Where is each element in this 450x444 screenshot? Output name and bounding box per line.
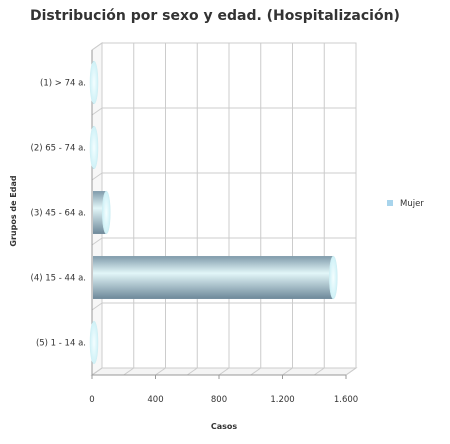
legend-swatch-mujer [387,200,393,206]
y-axis-title: Grupos de Edad [9,175,18,247]
x-tick-label: 1.600 [334,395,358,405]
y-tick-labels: (1) > 74 a. (2) 65 - 74 a. (3) 45 - 64 a. (… [31,79,86,349]
bar-cap [89,125,99,170]
y-tick-label: (1) > 74 a. [40,79,86,89]
y-tick-label: (2) 65 - 74 a. [31,144,86,154]
x-tick-label: 400 [147,395,163,405]
y-tick-label: (3) 45 - 64 a. [31,209,86,219]
x-tick-label: 1.200 [270,395,294,405]
bar[interactable] [93,190,111,235]
grid-line-floor [345,367,357,376]
grid-line-left [91,237,103,246]
chart-title: Distribución por sexo y edad. (Hospitali… [30,8,400,24]
grid-line-floor [282,367,293,376]
legend[interactable]: Mujer [387,199,424,209]
grid-line-floor [218,367,230,376]
legend-label-mujer: Mujer [400,199,424,209]
x-axis-title: Casos [211,422,238,431]
bar[interactable] [89,320,99,365]
bar[interactable] [93,255,338,300]
x-tick-label: 0 [89,395,94,405]
x-tick-label: 800 [211,395,227,405]
y-tick-label: (5) 1 - 14 a. [36,339,86,349]
grid-line-left [91,107,103,116]
grid-line-left [91,367,103,376]
grid-layer [90,42,358,376]
bar[interactable] [89,125,99,170]
grid-line-floor [250,367,262,376]
bar-cap [329,255,338,300]
grid-line-floor [123,367,135,376]
grid-line-left [91,302,103,311]
x-tick-labels: 0 400 800 1.200 1.600 [89,375,358,405]
bar-cap [102,190,111,235]
bar-body [93,256,334,299]
grid-line-floor [313,367,325,376]
grid-line-floor [155,367,166,376]
grid-line-left [91,172,103,181]
bar-layer [89,60,338,365]
bar-cap [89,320,99,365]
grid-line-floor [186,367,198,376]
bar[interactable] [89,60,99,105]
bar-cap [89,60,99,105]
y-tick-label: (4) 15 - 44 a. [31,274,86,284]
grid-line-left [91,42,103,51]
